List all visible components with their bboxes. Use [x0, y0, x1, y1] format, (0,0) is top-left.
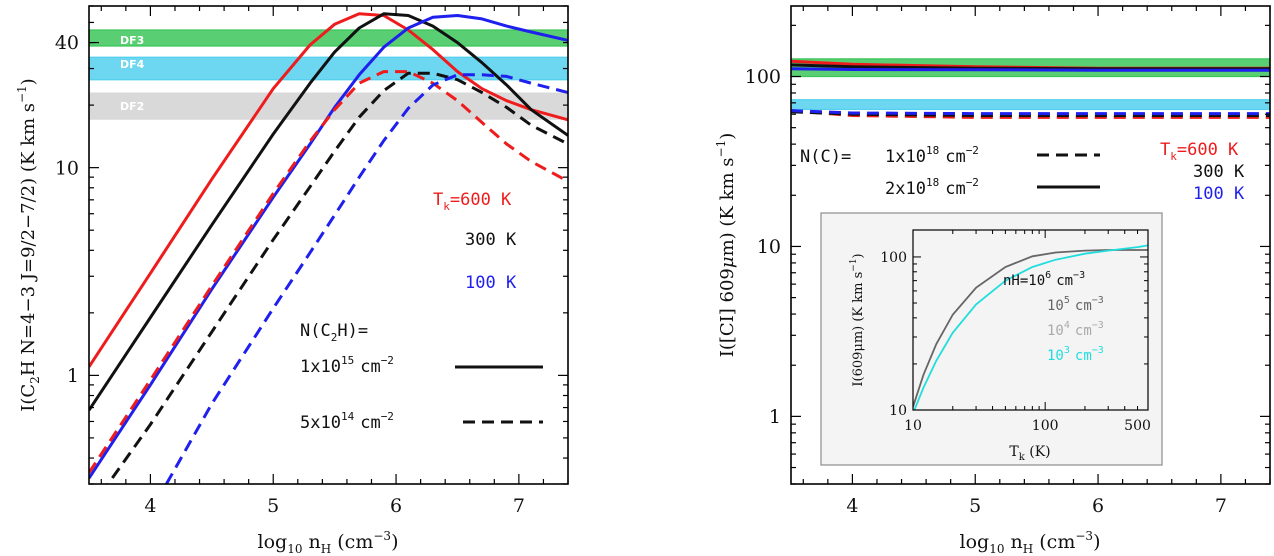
inset-label-n5: 105 cm−3 [1047, 295, 1104, 314]
inset-chart: 10 100 500 10 100 nH=106 cm−3 105 cm−3 104 cm−3… [820, 212, 1163, 466]
legend-dashed-label-left: 5x1014 cm−2 [300, 410, 394, 433]
right-series-blue-dashed-line [791, 109, 1270, 116]
x-axis-label-left: log10 nH (cm−3) [258, 529, 399, 556]
left-ytick-label: 10 [55, 157, 79, 179]
left-ytick-label: 1 [67, 365, 79, 387]
left-plot-frame [88, 5, 569, 485]
temp-label-300-right: 300 K [1193, 162, 1245, 182]
legend-title-left: N(C2H)= [300, 321, 368, 344]
right-ytick-label: 100 [745, 66, 781, 88]
left-series-blue-dashed-line [165, 73, 568, 484]
inset-ytick-label: 100 [880, 250, 907, 266]
inset-label-n3: 103 cm−3 [1047, 345, 1104, 364]
band-label-df2: DF2 [120, 100, 144, 113]
left-series-black-solid-line [89, 12, 568, 412]
right-series-blue-solid-line [791, 67, 1270, 72]
temp-label-600-right: Tk=600 K [1160, 140, 1239, 163]
left-xtick-label: 4 [144, 495, 156, 517]
temp-label-100: 100 K [465, 273, 517, 293]
inset-xtick-label: 500 [1124, 418, 1151, 434]
right-plot-frame [790, 5, 1271, 485]
left-xtick-label: 7 [513, 495, 525, 517]
left-xtick-label: 5 [267, 495, 279, 517]
left-series-red-dashed-line [89, 70, 568, 474]
inset-plot-frame [912, 229, 1149, 411]
legend-solid-label-left: 1x1015 cm−2 [300, 354, 394, 377]
right-ytick-label: 1 [769, 406, 781, 428]
right-series-black-dashed-line [791, 110, 1270, 117]
right-chart: 4 5 6 7 1 10 100 N(C)= 1x1018 cm−2 2x1018 cm−2 T… [714, 5, 1271, 556]
inset-background [820, 212, 1163, 466]
left-series-black-dashed-line [106, 71, 568, 484]
inset-label-n6: nH=106 cm−3 [1003, 270, 1085, 289]
inset-xtick-label: 10 [904, 418, 922, 434]
right-xtick-label: 7 [1215, 495, 1227, 517]
y-axis-label-left: I(C2H N=4−3 J=9/2−7/2) (K km s−1) [15, 78, 42, 411]
right-xtick-label: 4 [846, 495, 858, 517]
left-chart: 4 5 6 7 1 10 40 DF3 DF4 DF2 Tk=600 K 300 K 100… [15, 5, 569, 556]
left-ytick-label: 40 [55, 32, 79, 54]
inset-series-inset_cyan-line [913, 244, 1148, 410]
legend-solid-label-right: 2x1018 cm−2 [885, 176, 979, 199]
right-ytick-label: 10 [757, 236, 781, 258]
y-axis-label-right: I([CI] 609μm) (K km s−1) [714, 133, 738, 358]
legend-dashed-label-right: 1x1018 cm−2 [885, 144, 979, 167]
inset-xtick-label: 100 [1032, 418, 1059, 434]
band-label-df4: DF4 [120, 58, 145, 71]
left-band-0 [89, 29, 568, 47]
x-axis-label-right: log10 nH (cm−3) [960, 529, 1101, 556]
inset-ytick-label: 10 [889, 403, 907, 419]
temp-label-600: Tk=600 K [433, 190, 512, 213]
right-xtick-label: 5 [969, 495, 981, 517]
right-series-red-dashed-line [791, 109, 1270, 119]
temp-label-100-right: 100 K [1193, 184, 1245, 204]
right-xtick-label: 6 [1092, 495, 1104, 517]
legend-title-right: N(C)= [800, 147, 851, 167]
temp-label-300: 300 K [465, 230, 517, 250]
left-xtick-label: 6 [390, 495, 402, 517]
inset-label-n4: 104 cm−3 [1047, 320, 1104, 339]
band-label-df3: DF3 [120, 34, 144, 47]
right-band-1 [791, 99, 1270, 110]
left-series-blue-solid-line [89, 14, 568, 480]
inset-y-axis-label: I(609μm) (K km s−1) [849, 253, 866, 386]
